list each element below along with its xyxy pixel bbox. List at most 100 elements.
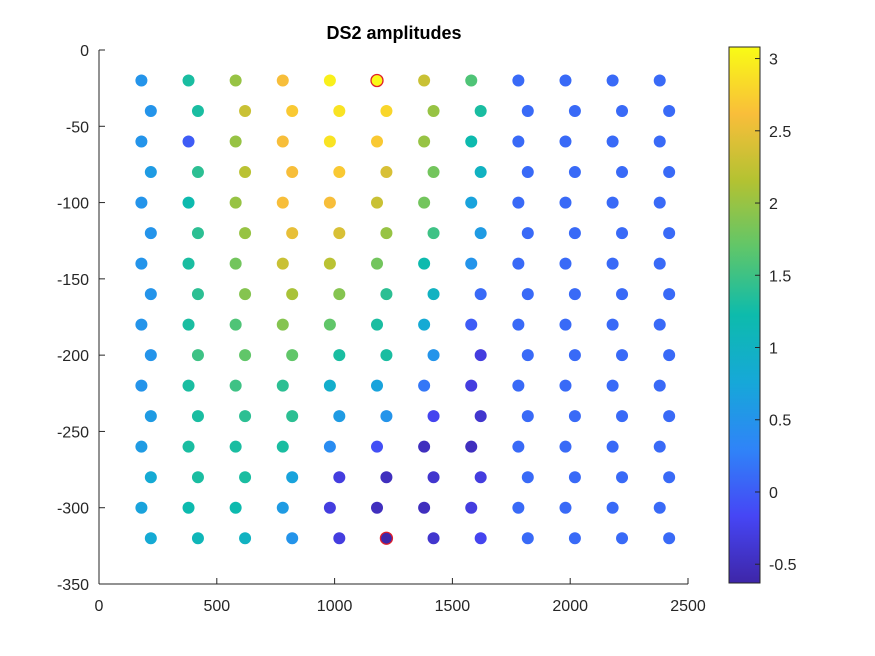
data-point <box>663 105 676 118</box>
data-point <box>606 379 619 392</box>
data-point <box>606 135 619 148</box>
data-point <box>144 532 157 545</box>
data-point <box>239 105 252 118</box>
data-point <box>229 440 242 453</box>
data-point <box>323 257 336 270</box>
data-point <box>144 471 157 484</box>
data-point <box>286 105 299 118</box>
data-point <box>191 349 204 362</box>
data-point <box>568 410 581 423</box>
data-point <box>135 501 148 514</box>
data-point <box>276 74 289 87</box>
data-point <box>663 166 676 179</box>
colorbar-gradient <box>728 46 761 584</box>
data-point <box>653 318 666 331</box>
data-point <box>521 166 534 179</box>
data-point <box>182 379 195 392</box>
data-point <box>182 318 195 331</box>
data-point <box>135 196 148 209</box>
data-point <box>182 440 195 453</box>
y-tick-label: -50 <box>66 119 89 136</box>
data-point <box>371 501 384 514</box>
data-point <box>427 288 440 301</box>
data-point <box>323 196 336 209</box>
data-point <box>474 471 487 484</box>
colorbar-tick-label: 3 <box>769 52 778 69</box>
data-point <box>333 166 346 179</box>
data-point <box>521 410 534 423</box>
data-point <box>465 74 478 87</box>
x-tick-label: 0 <box>95 598 104 615</box>
colorbar: -0.5 0 0.5 1 1.5 2 2.5 3 <box>728 46 797 584</box>
data-point <box>371 440 384 453</box>
data-point <box>276 257 289 270</box>
data-point <box>229 257 242 270</box>
data-point <box>239 349 252 362</box>
data-point <box>144 288 157 301</box>
data-point <box>333 288 346 301</box>
data-point <box>427 349 440 362</box>
data-point <box>276 318 289 331</box>
data-point <box>568 105 581 118</box>
y-tick-label: -200 <box>57 348 89 365</box>
x-tick-label: 1000 <box>317 598 353 615</box>
data-point <box>512 74 525 87</box>
x-tick-label: 500 <box>203 598 230 615</box>
data-point <box>663 227 676 240</box>
data-point <box>144 166 157 179</box>
data-point <box>144 227 157 240</box>
colorbar-tick-label: 0 <box>769 485 778 502</box>
y-tick-label: -250 <box>57 424 89 441</box>
data-point <box>239 410 252 423</box>
y-tick-label: -100 <box>57 196 89 213</box>
data-point <box>371 196 384 209</box>
data-point <box>512 440 525 453</box>
data-point <box>559 318 572 331</box>
x-tick-label: 1500 <box>435 598 471 615</box>
data-point <box>276 379 289 392</box>
data-point <box>380 105 393 118</box>
colorbar-tick-label: 1.5 <box>769 268 791 285</box>
data-point <box>323 440 336 453</box>
data-point <box>191 532 204 545</box>
data-point <box>239 227 252 240</box>
data-point <box>286 532 299 545</box>
data-point <box>427 410 440 423</box>
data-point <box>286 227 299 240</box>
data-point <box>616 349 629 362</box>
data-point <box>465 318 478 331</box>
data-point <box>616 471 629 484</box>
data-point <box>276 501 289 514</box>
data-point <box>474 410 487 423</box>
data-point <box>663 410 676 423</box>
data-point <box>512 196 525 209</box>
data-point <box>559 257 572 270</box>
data-point <box>191 166 204 179</box>
data-point <box>333 349 346 362</box>
data-point <box>663 471 676 484</box>
data-point <box>512 379 525 392</box>
data-point <box>191 105 204 118</box>
data-point <box>276 135 289 148</box>
data-point <box>512 135 525 148</box>
data-point <box>653 501 666 514</box>
data-point <box>380 349 393 362</box>
data-point <box>418 257 431 270</box>
data-point <box>465 440 478 453</box>
colorbar-tick-label: -0.5 <box>769 557 797 574</box>
data-point <box>239 471 252 484</box>
data-point <box>606 440 619 453</box>
data-point <box>427 166 440 179</box>
data-point <box>182 74 195 87</box>
data-point <box>653 196 666 209</box>
data-point <box>182 196 195 209</box>
data-point <box>182 501 195 514</box>
colorbar-tick-label: 2 <box>769 196 778 213</box>
data-point <box>286 410 299 423</box>
data-point <box>653 257 666 270</box>
data-point <box>474 288 487 301</box>
y-tick-label: 0 <box>80 43 89 60</box>
chart-title: DS2 amplitudes <box>326 23 461 43</box>
data-point <box>606 501 619 514</box>
data-point <box>559 440 572 453</box>
